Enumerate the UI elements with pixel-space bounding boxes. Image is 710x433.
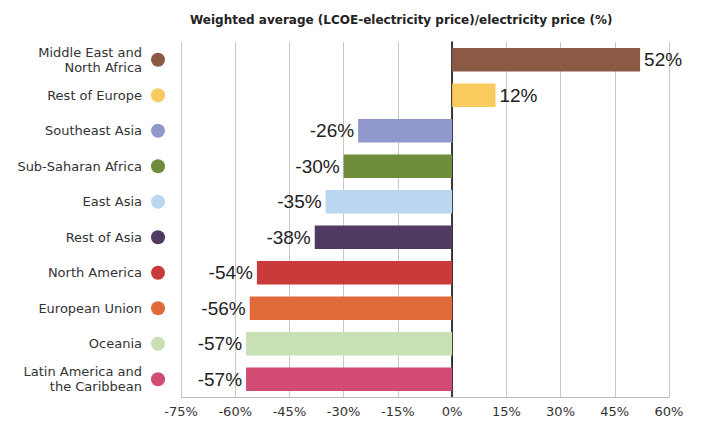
svg-text:-15%: -15% bbox=[381, 404, 415, 419]
svg-text:Latin America and: Latin America and bbox=[23, 364, 142, 379]
svg-text:30%: 30% bbox=[546, 404, 575, 419]
svg-text:-35%: -35% bbox=[277, 191, 321, 212]
svg-text:-57%: -57% bbox=[198, 333, 242, 354]
svg-text:Weighted average (LCOE-electri: Weighted average (LCOE-electricity price… bbox=[190, 13, 612, 27]
svg-text:60%: 60% bbox=[655, 404, 684, 419]
svg-text:North Africa: North Africa bbox=[64, 60, 142, 75]
svg-text:-26%: -26% bbox=[310, 120, 354, 141]
svg-text:European Union: European Union bbox=[38, 301, 142, 316]
svg-text:Southeast Asia: Southeast Asia bbox=[45, 123, 142, 138]
svg-text:-30%: -30% bbox=[327, 404, 361, 419]
svg-text:12%: 12% bbox=[499, 85, 537, 106]
svg-text:-56%: -56% bbox=[201, 298, 245, 319]
svg-text:-30%: -30% bbox=[295, 156, 339, 177]
svg-text:Oceania: Oceania bbox=[89, 336, 142, 351]
svg-text:-54%: -54% bbox=[209, 262, 253, 283]
svg-text:North America: North America bbox=[48, 265, 142, 280]
svg-text:-60%: -60% bbox=[218, 404, 252, 419]
svg-text:the Caribbean: the Caribbean bbox=[50, 379, 142, 394]
svg-text:52%: 52% bbox=[644, 49, 682, 70]
svg-text:Middle East and: Middle East and bbox=[38, 45, 142, 60]
svg-text:15%: 15% bbox=[492, 404, 521, 419]
svg-text:Sub-Saharan Africa: Sub-Saharan Africa bbox=[17, 159, 142, 174]
svg-text:-45%: -45% bbox=[273, 404, 307, 419]
svg-text:East Asia: East Asia bbox=[83, 194, 142, 209]
svg-text:45%: 45% bbox=[600, 404, 629, 419]
svg-text:-38%: -38% bbox=[266, 227, 310, 248]
svg-text:Rest of Asia: Rest of Asia bbox=[66, 230, 142, 245]
svg-text:Rest of Europe: Rest of Europe bbox=[47, 88, 142, 103]
svg-text:0%: 0% bbox=[442, 404, 463, 419]
svg-text:-57%: -57% bbox=[198, 369, 242, 390]
svg-text:-75%: -75% bbox=[164, 404, 198, 419]
